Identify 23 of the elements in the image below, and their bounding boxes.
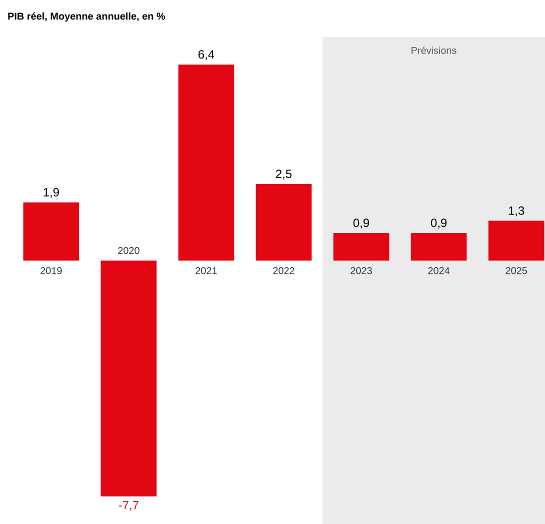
band-label: Prévisions: [412, 46, 456, 54]
bar: [100, 260, 157, 496]
bar: [410, 233, 467, 261]
chart-title: PIB réel, Moyenne annuelle, en %: [8, 12, 166, 22]
data-label: 1,3: [508, 206, 524, 216]
bar: [23, 202, 80, 261]
data-label: 2,5: [276, 170, 292, 180]
x-tick-label: 2025: [506, 267, 527, 274]
data-label: 6,4: [198, 50, 214, 60]
x-tick-label: 2022: [273, 267, 294, 274]
x-tick-label: 2019: [40, 267, 62, 274]
bar: [488, 220, 544, 261]
x-tick-label: 2020: [118, 247, 140, 254]
bar: [178, 64, 234, 261]
x-tick-label: 2024: [428, 267, 450, 274]
data-label: 0,9: [430, 218, 447, 229]
data-label: -7,7: [118, 500, 138, 511]
bar: [256, 184, 312, 261]
x-tick-label: 2021: [196, 267, 217, 274]
data-label: 1,9: [44, 188, 59, 198]
data-label: 0,9: [353, 218, 370, 229]
bar: [333, 233, 390, 261]
x-tick-label: 2023: [350, 267, 372, 274]
